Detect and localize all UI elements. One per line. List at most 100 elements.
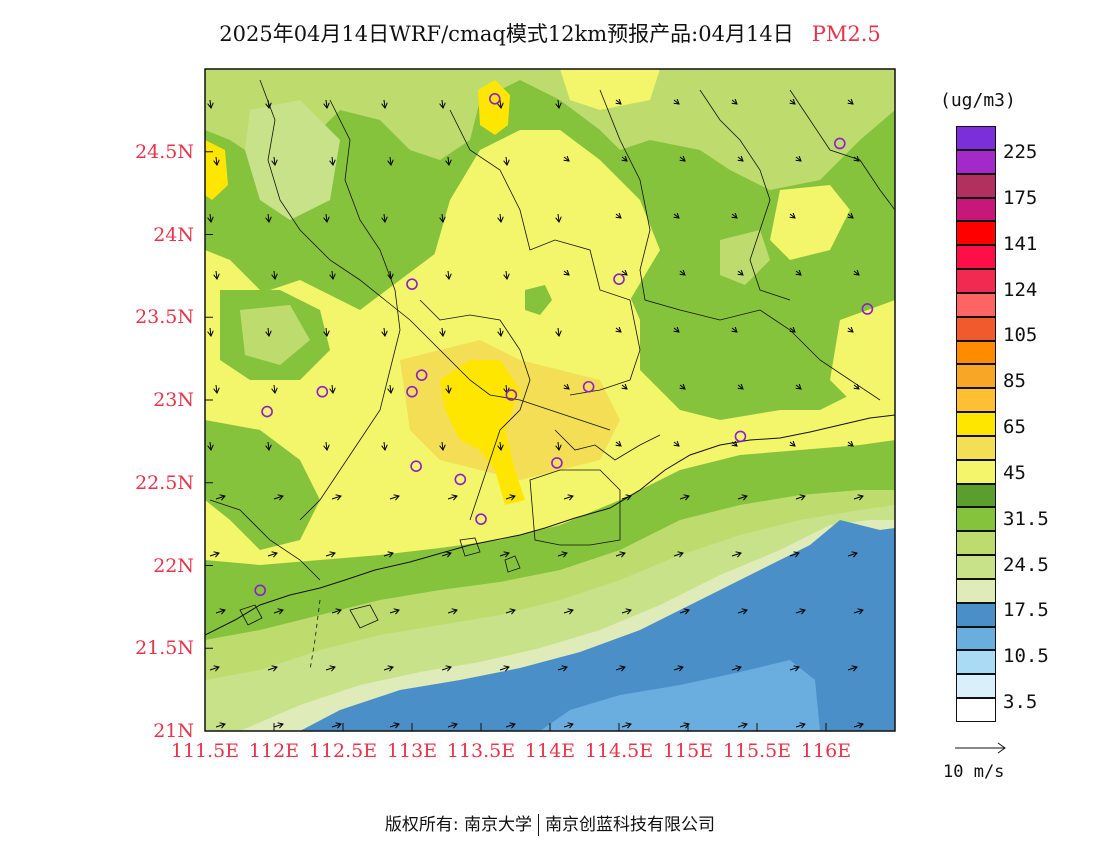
field-65-north: [478, 80, 510, 135]
wind-arrow: [448, 270, 449, 279]
legend-swatch: [956, 245, 996, 270]
field-green-sw: [205, 420, 320, 550]
title-pollutant: PM2.5: [811, 22, 881, 46]
lon-tick-label: 115E: [662, 740, 714, 762]
wind-arrow: [853, 496, 863, 499]
boundary-dashed: [309, 599, 321, 671]
legend-unit: (ug/m3): [940, 90, 1016, 111]
boundary-4: [599, 89, 881, 401]
legend-value-label: 225: [1003, 141, 1038, 163]
wind-arrow: [616, 328, 621, 332]
lat-tick-label: 22N: [153, 554, 194, 577]
wind-arrow: [331, 496, 341, 499]
field-65-central: [440, 360, 525, 505]
station-marker: [261, 405, 273, 418]
wind-arrow: [563, 496, 573, 499]
wind-arrow: [325, 667, 335, 670]
legend-swatch: [956, 173, 996, 198]
wind-arrow: [447, 496, 457, 499]
wind-arrow: [615, 667, 625, 670]
legend-value-label: 65: [1003, 416, 1026, 439]
boundary-2: [299, 99, 401, 521]
wind-arrow: [216, 384, 217, 393]
wind-arrow: [557, 553, 567, 556]
pm25-field: [205, 69, 895, 731]
lat-tick-label: 21.5N: [135, 637, 194, 660]
wind-arrow: [622, 157, 627, 161]
wind-arrow: [273, 496, 283, 499]
legend-swatch: [956, 459, 996, 484]
wind-arrow: [274, 270, 275, 279]
legend-swatch: [956, 292, 996, 317]
legend-swatch: [956, 364, 996, 389]
lat-tick-label: 22.5N: [135, 471, 194, 494]
wind-arrow: [441, 667, 451, 670]
legend-value-label: 85: [1003, 370, 1026, 393]
wind-arrow: [448, 384, 449, 393]
lon-tick-label: 113.5E: [446, 740, 516, 762]
boundary-3: [449, 109, 641, 396]
station-marker: [254, 584, 267, 597]
wind-arrow: [558, 441, 559, 450]
station-marker: [582, 380, 595, 393]
lat-tick-label: 24N: [153, 223, 194, 246]
station-marker: [861, 303, 874, 315]
wind-arrow: [210, 441, 211, 450]
wind-arrow: [622, 385, 627, 389]
wind-arrow: [732, 214, 737, 218]
boundary-hk: [529, 469, 621, 546]
wind-arrow: [673, 667, 683, 670]
wind-arrow: [383, 667, 393, 670]
field-lightgreen-west: [240, 305, 310, 365]
legend-swatch: [956, 435, 996, 460]
wind-arrow: [384, 327, 385, 336]
station-marker: [406, 385, 418, 398]
wind-arrow: [564, 157, 569, 161]
wind-arrow: [680, 271, 685, 275]
wind-arrow: [848, 214, 853, 218]
wind-arrow: [615, 553, 625, 556]
wind-arrow: [563, 610, 573, 613]
wind-arrow: [500, 213, 501, 222]
lon-tick-label: 113E: [386, 740, 438, 762]
wind-arrow: [210, 213, 211, 222]
station-marker: [475, 513, 487, 525]
lat-tick-label: 23.5N: [135, 306, 194, 329]
island-3: [459, 537, 481, 557]
wind-arrow: [274, 384, 275, 393]
wind-arrow: [795, 610, 805, 613]
wind-arrow: [737, 724, 747, 727]
field-yellow-ne: [770, 185, 850, 260]
wind-arrow: [332, 384, 333, 393]
legend-swatch: [956, 197, 996, 222]
field-green-spot: [525, 285, 552, 315]
station-markers: [254, 92, 874, 597]
wind-arrow: [737, 610, 747, 613]
island-4: [504, 555, 521, 573]
wind-arrow: [564, 271, 569, 275]
wind-arrow: [389, 496, 399, 499]
wind-arrow: [210, 327, 211, 336]
wind-arrow: [795, 496, 805, 499]
wind-arrow: [331, 610, 341, 613]
station-marker: [454, 473, 467, 486]
wind-arrow: [848, 442, 853, 446]
legend-value-label: 141: [1003, 232, 1038, 255]
wind-arrow: [216, 156, 217, 165]
coastline: [205, 414, 895, 636]
wind-arrow: [616, 214, 621, 218]
wind-arrow: [732, 442, 737, 446]
wind-arrow: [326, 327, 327, 336]
legend-swatch: [956, 388, 996, 413]
wind-arrow: [500, 327, 501, 336]
field-lightgreen-north: [205, 69, 895, 190]
wind-arrow: [209, 553, 219, 556]
wind-arrow: [732, 100, 737, 104]
wind-arrow: [267, 553, 277, 556]
wind-arrow: [847, 667, 857, 670]
wind-scale-label: 10 m/s: [943, 762, 1005, 782]
wind-arrow: [442, 327, 443, 336]
station-marker: [734, 430, 747, 443]
wind-arrow: [447, 724, 457, 727]
wind-arrow: [384, 441, 385, 450]
